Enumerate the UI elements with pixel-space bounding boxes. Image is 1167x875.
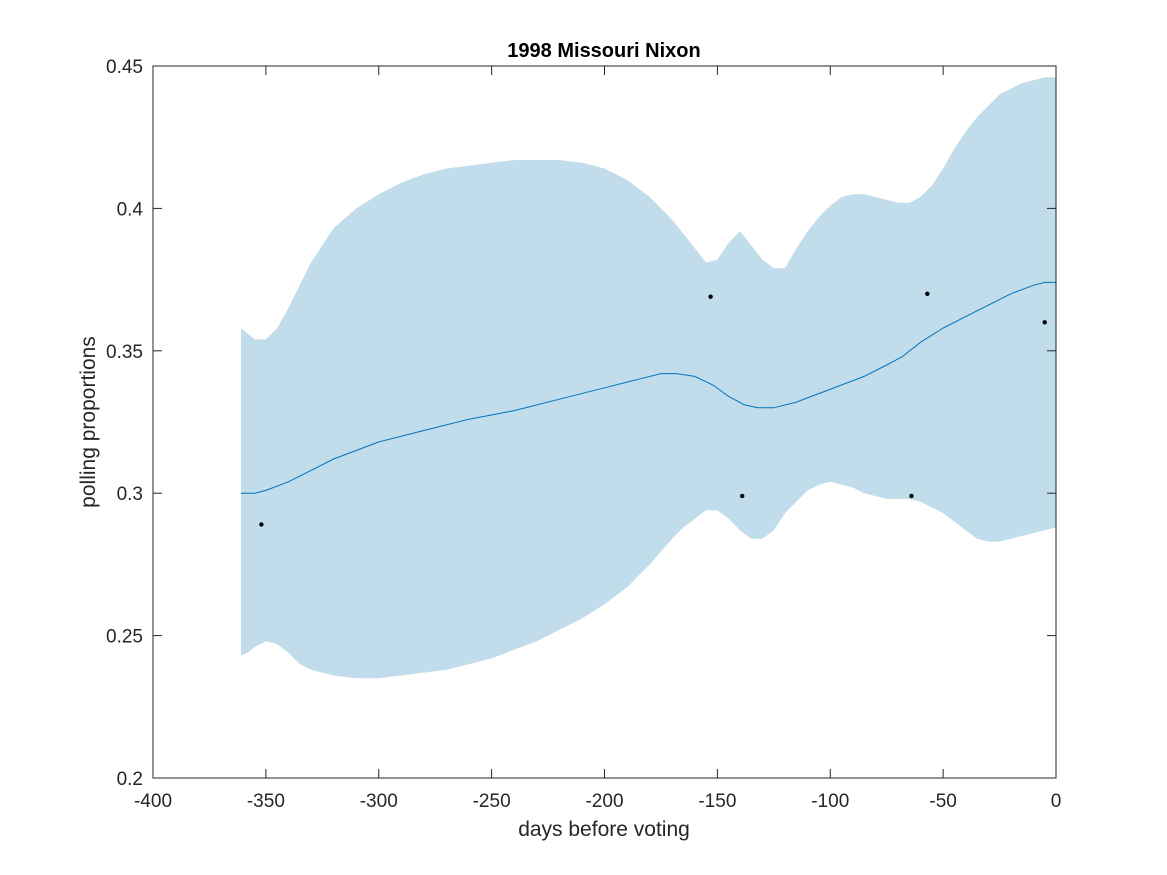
chart-title: 1998 Missouri Nixon: [507, 40, 700, 62]
x-tick-label: -400: [134, 791, 172, 812]
y-axis-label: polling proportions: [77, 336, 100, 508]
y-tick-label: 0.45: [106, 57, 143, 78]
y-tick-label: 0.35: [106, 342, 143, 363]
x-axis-label: days before voting: [518, 818, 690, 841]
data-point: [925, 291, 930, 296]
data-point: [259, 522, 264, 527]
y-tick-label: 0.4: [117, 199, 144, 220]
y-ticks: 0.2 0.25 0.3 0.35 0.4 0.45: [106, 57, 1056, 790]
x-tick-label: -350: [247, 791, 285, 812]
y-tick-label: 0.25: [106, 627, 143, 648]
data-point: [708, 294, 713, 299]
data-point: [740, 493, 745, 499]
plot-area: [241, 77, 1056, 679]
data-point: [909, 493, 914, 499]
x-ticks: -400 -350 -300 -250 -200 -150 -100 -50 0: [134, 66, 1061, 812]
x-tick-label: 0: [1051, 791, 1062, 812]
x-tick-label: -300: [360, 791, 398, 812]
x-tick-label: -200: [585, 791, 623, 812]
x-tick-label: -50: [929, 791, 956, 812]
data-point: [1042, 320, 1047, 325]
y-tick-label: 0.3: [117, 484, 143, 505]
confidence-band: [241, 77, 1056, 679]
mean-curve: [241, 281, 1056, 494]
x-tick-label: -150: [698, 791, 736, 812]
y-tick-label: 0.2: [117, 769, 143, 790]
x-tick-label: -100: [811, 791, 849, 812]
x-tick-label: -250: [473, 791, 511, 812]
